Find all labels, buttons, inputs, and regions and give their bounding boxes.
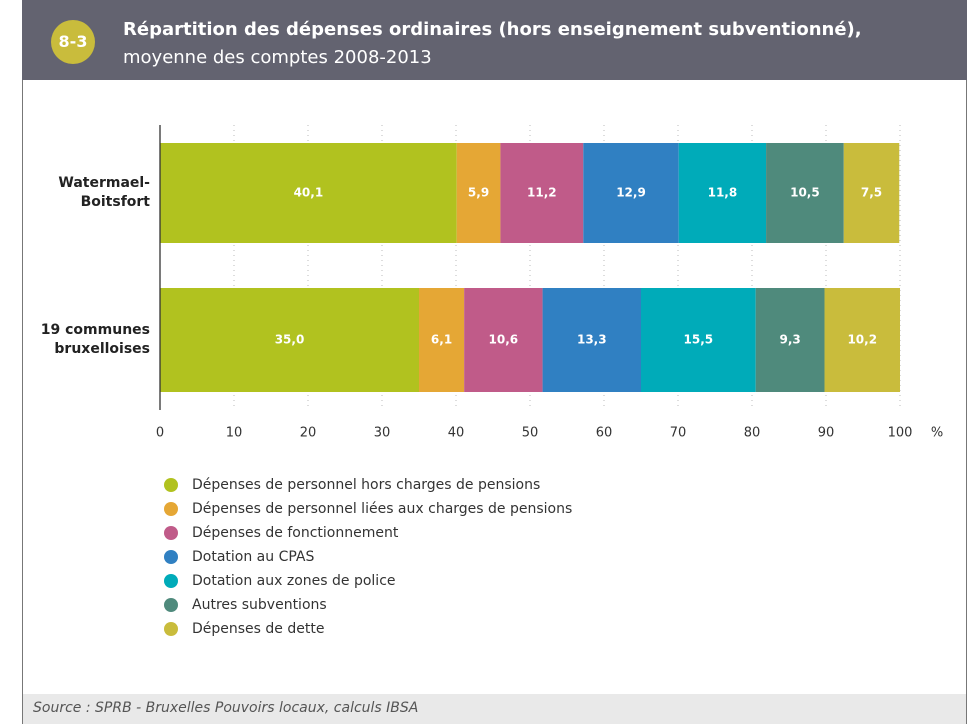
value-label: 5,9 xyxy=(468,186,489,200)
legend-label: Dépenses de personnel liées aux charges … xyxy=(192,501,572,517)
bar-segment xyxy=(464,288,543,392)
x-tick-label: 100 xyxy=(888,426,913,441)
legend-swatch xyxy=(164,502,178,516)
bar-segment xyxy=(755,288,825,392)
value-label: 9,3 xyxy=(779,333,800,347)
legend-swatch xyxy=(164,622,178,636)
header xyxy=(22,0,967,80)
legend-label: Dépenses de fonctionnement xyxy=(192,525,399,541)
x-tick-label: 50 xyxy=(522,426,539,441)
value-label: 12,9 xyxy=(616,186,646,200)
x-tick-label: 30 xyxy=(374,426,391,441)
legend-label: Dépenses de dette xyxy=(192,621,324,637)
bar-segment xyxy=(160,288,419,392)
legend-label: Dépenses de personnel hors charges de pe… xyxy=(192,477,540,493)
bar-segment xyxy=(678,143,767,243)
x-tick-label: 70 xyxy=(670,426,687,441)
value-label: 15,5 xyxy=(684,333,714,347)
x-tick-label: 20 xyxy=(300,426,317,441)
value-label: 10,6 xyxy=(489,333,519,347)
category-label: 19 communes bruxelloises xyxy=(40,322,150,357)
x-tick-label: 40 xyxy=(448,426,465,441)
value-label: 40,1 xyxy=(294,186,324,200)
x-tick-label: 80 xyxy=(744,426,761,441)
x-tick-label: 0 xyxy=(156,426,164,441)
legend-label: Autres subventions xyxy=(192,597,327,613)
chart: 0 10 20 30 40 50 60 70 80 90 100 % 40,1 5,9 11,2 12,9 11… xyxy=(156,125,943,637)
legend-swatch xyxy=(164,574,178,588)
bar-segment xyxy=(843,143,900,243)
legend-label: Dotation au CPAS xyxy=(192,549,314,565)
badge: 8-3 xyxy=(51,20,95,64)
chart-title: Répartition des dépenses ordinaires (hor… xyxy=(123,19,862,40)
bar-segment xyxy=(641,288,756,392)
legend-swatch xyxy=(164,598,178,612)
bar-segment xyxy=(766,143,844,243)
value-label: 35,0 xyxy=(275,333,305,347)
bar-segment xyxy=(456,143,501,243)
value-label: 13,3 xyxy=(577,333,607,347)
value-label: 10,2 xyxy=(847,333,877,347)
category-label: Watermael-Boitsfort xyxy=(58,175,150,210)
legend-label: Dotation aux zones de police xyxy=(192,573,396,589)
x-tick-label: 90 xyxy=(818,426,835,441)
bar-segment xyxy=(500,143,584,243)
source-band: Source : SPRB - Bruxelles Pouvoirs locau… xyxy=(23,694,966,724)
chart-subtitle: moyenne des comptes 2008-2013 xyxy=(123,47,432,68)
x-tick-label: 10 xyxy=(226,426,243,441)
x-unit: % xyxy=(931,426,943,441)
value-label: 11,2 xyxy=(527,186,557,200)
bar-segment xyxy=(824,288,900,392)
legend-swatch xyxy=(164,526,178,540)
value-label: 10,5 xyxy=(790,186,820,200)
source: Source : SPRB - Bruxelles Pouvoirs locau… xyxy=(33,700,419,716)
bar-segment xyxy=(542,288,641,392)
legend-swatch xyxy=(164,478,178,492)
value-label: 11,8 xyxy=(708,186,738,200)
x-tick-label: 60 xyxy=(596,426,613,441)
legend-swatch xyxy=(164,550,178,564)
bar-segment xyxy=(583,143,679,243)
value-label: 6,1 xyxy=(431,333,452,347)
value-label: 7,5 xyxy=(861,186,882,200)
bar-segment xyxy=(160,143,457,243)
bar-segment xyxy=(419,288,465,392)
